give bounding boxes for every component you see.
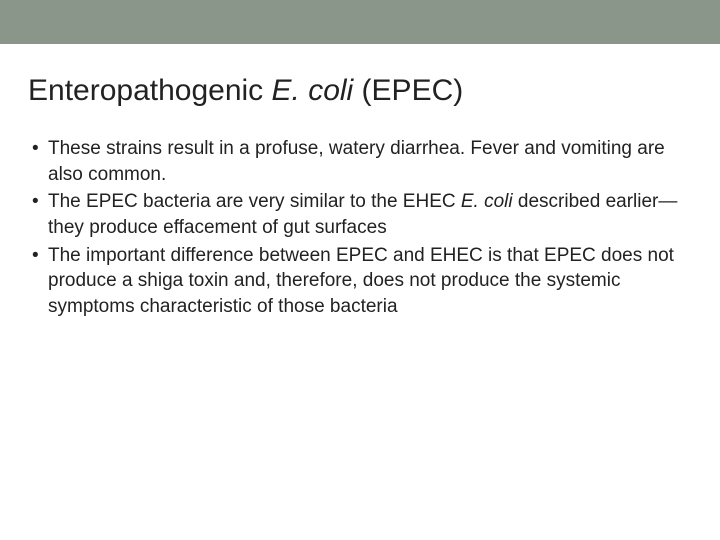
bullet-item: The important difference between EPEC an… <box>28 243 692 320</box>
title-italic: E. coli <box>272 74 354 107</box>
title-pre: Enteropathogenic <box>28 74 272 107</box>
slide-content: Enteropathogenic E. coli (EPEC) These st… <box>0 44 720 319</box>
bullet-item: The EPEC bacteria are very similar to th… <box>28 189 692 240</box>
title-post: (EPEC) <box>353 74 463 107</box>
bullet-item: These strains result in a profuse, water… <box>28 136 692 187</box>
bullet-text: The important difference between EPEC an… <box>48 245 674 317</box>
bullet-text: These strains result in a profuse, water… <box>48 138 665 185</box>
bullet-italic: E. coli <box>461 191 513 212</box>
slide-title: Enteropathogenic E. coli (EPEC) <box>28 74 692 108</box>
bullet-list: These strains result in a profuse, water… <box>28 136 692 319</box>
bullet-pre: The EPEC bacteria are very similar to th… <box>48 191 461 212</box>
top-accent-bar <box>0 0 720 44</box>
